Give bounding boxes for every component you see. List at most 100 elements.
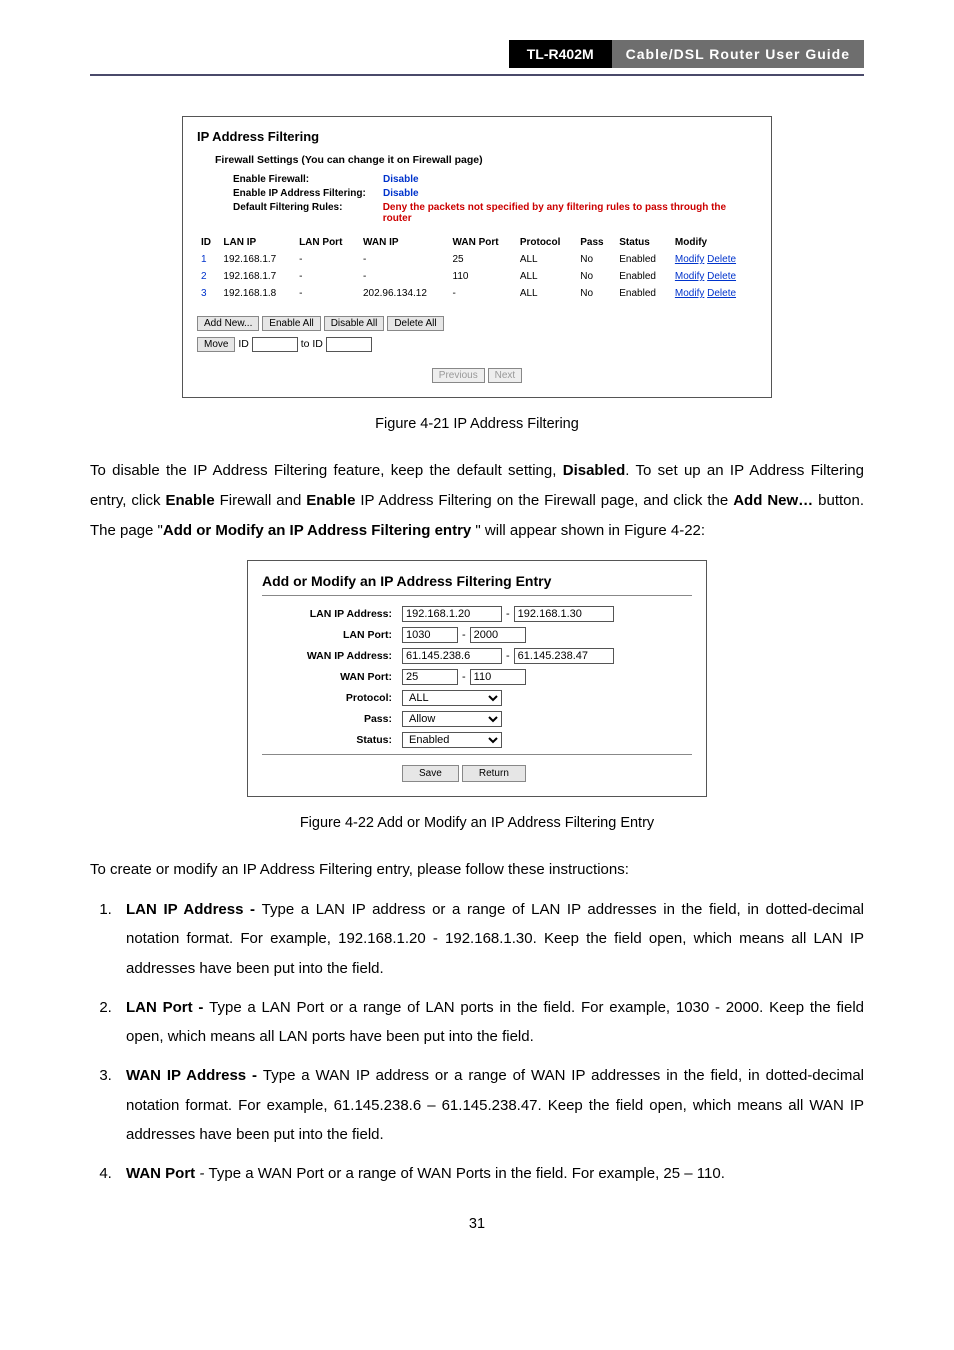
header-bar: TL-R402M Cable/DSL Router User Guide	[90, 40, 864, 68]
para1-t3: Firewall and	[215, 492, 307, 509]
col-wan-port: WAN Port	[449, 234, 516, 251]
cell-lan-port: -	[295, 285, 359, 302]
fig2-button-row: Save Return	[402, 765, 692, 782]
instruction-item-4: WAN Port - Type a WAN Port or a range of…	[116, 1159, 864, 1188]
instructions-intro: To create or modify an IP Address Filter…	[90, 855, 864, 885]
lan-port-label: LAN Port:	[262, 629, 402, 641]
cell-id: 1	[197, 251, 219, 268]
lan-ip-start-input[interactable]	[402, 606, 502, 622]
cell-modify: Modify Delete	[671, 251, 757, 268]
modify-link[interactable]: Modify	[675, 288, 704, 299]
delete-link[interactable]: Delete	[707, 254, 736, 265]
fw-default-rules-value: Deny the packets not specified by any fi…	[383, 202, 757, 224]
cell-wan-ip: 202.96.134.12	[359, 285, 449, 302]
fw-enable-ipf-label: Enable IP Address Filtering:	[233, 188, 383, 199]
col-id: ID	[197, 234, 219, 251]
figure-add-modify-entry: Add or Modify an IP Address Filtering En…	[247, 560, 707, 797]
cell-status: Enabled	[615, 268, 671, 285]
delete-link[interactable]: Delete	[707, 288, 736, 299]
cell-pass: No	[576, 268, 615, 285]
lan-ip-end-input[interactable]	[514, 606, 614, 622]
move-id-label: ID	[238, 338, 251, 350]
move-to-input[interactable]	[326, 337, 372, 352]
cell-lan-port: -	[295, 251, 359, 268]
table-row: 2 192.168.1.7 - - 110 ALL No Enabled Mod…	[197, 268, 757, 285]
col-modify: Modify	[671, 234, 757, 251]
fig1-buttons-row1: Add New... Enable All Disable All Delete…	[197, 316, 757, 331]
i4-label: WAN Port	[126, 1165, 199, 1182]
dash: -	[506, 608, 510, 620]
wan-port-label: WAN Port:	[262, 671, 402, 683]
wan-port-end-input[interactable]	[470, 669, 526, 685]
cell-lan-ip: 192.168.1.7	[219, 268, 295, 285]
cell-protocol: ALL	[516, 251, 576, 268]
para1-b2: Enable	[165, 492, 214, 509]
cell-status: Enabled	[615, 251, 671, 268]
fig1-fw-caption: Firewall Settings (You can change it on …	[215, 154, 757, 166]
lan-port-end-input[interactable]	[470, 627, 526, 643]
para1-t6: " will appear shown in Figure 4-22:	[471, 522, 705, 539]
lan-ip-label: LAN IP Address:	[262, 608, 402, 620]
filter-table: ID LAN IP LAN Port WAN IP WAN Port Proto…	[197, 234, 757, 302]
delete-link[interactable]: Delete	[707, 271, 736, 282]
cell-id: 2	[197, 268, 219, 285]
instruction-item-3: WAN IP Address - Type a WAN IP address o…	[116, 1061, 864, 1149]
modify-link[interactable]: Modify	[675, 254, 704, 265]
protocol-label: Protocol:	[262, 692, 402, 704]
protocol-select[interactable]: ALL	[402, 690, 502, 706]
page-container: TL-R402M Cable/DSL Router User Guide IP …	[0, 0, 954, 1262]
move-to-id-label: to ID	[301, 338, 323, 350]
para1-b3: Enable	[306, 492, 355, 509]
fig2-caption: Figure 4-22 Add or Modify an IP Address …	[90, 815, 864, 831]
fw-default-rules-label: Default Filtering Rules:	[233, 202, 383, 224]
para1-t4: IP Address Filtering on the Firewall pag…	[355, 492, 733, 509]
modify-link[interactable]: Modify	[675, 271, 704, 282]
wan-ip-label: WAN IP Address:	[262, 650, 402, 662]
cell-protocol: ALL	[516, 268, 576, 285]
i2-text: Type a LAN Port or a range of LAN ports …	[126, 999, 864, 1045]
enable-all-button[interactable]: Enable All	[262, 316, 320, 331]
fw-enable-ipf-value: Disable	[383, 188, 419, 199]
fig1-buttons-row2: Move ID to ID	[197, 337, 757, 352]
col-lan-ip: LAN IP	[219, 234, 295, 251]
move-from-input[interactable]	[252, 337, 298, 352]
move-button[interactable]: Move	[197, 337, 235, 352]
figure-ip-filtering: IP Address Filtering Firewall Settings (…	[182, 116, 772, 398]
wan-ip-end-input[interactable]	[514, 648, 614, 664]
i3-label: WAN IP Address -	[126, 1067, 263, 1084]
table-row: 3 192.168.1.8 - 202.96.134.12 - ALL No E…	[197, 285, 757, 302]
dash: -	[462, 671, 466, 683]
cell-modify: Modify Delete	[671, 285, 757, 302]
cell-id: 3	[197, 285, 219, 302]
fig2-rule-bottom	[262, 754, 692, 755]
lan-port-start-input[interactable]	[402, 627, 458, 643]
fw-settings: Enable Firewall: Disable Enable IP Addre…	[233, 174, 757, 224]
col-protocol: Protocol	[516, 234, 576, 251]
pass-label: Pass:	[262, 713, 402, 725]
i4-text: Type a WAN Port or a range of WAN Ports …	[209, 1165, 725, 1182]
wan-port-start-input[interactable]	[402, 669, 458, 685]
cell-wan-ip: -	[359, 251, 449, 268]
return-button[interactable]: Return	[462, 765, 526, 782]
i4-dash: -	[199, 1165, 208, 1182]
status-select[interactable]: Enabled	[402, 732, 502, 748]
save-button[interactable]: Save	[402, 765, 459, 782]
i1-label: LAN IP Address -	[126, 901, 262, 918]
header-rule	[90, 74, 864, 76]
previous-button[interactable]: Previous	[432, 368, 485, 383]
col-lan-port: LAN Port	[295, 234, 359, 251]
pass-select[interactable]: Allow	[402, 711, 502, 727]
col-status: Status	[615, 234, 671, 251]
para1-b1: Disabled	[563, 462, 626, 479]
instruction-item-1: LAN IP Address - Type a LAN IP address o…	[116, 895, 864, 983]
wan-ip-start-input[interactable]	[402, 648, 502, 664]
status-label: Status:	[262, 734, 402, 746]
next-button[interactable]: Next	[488, 368, 523, 383]
disable-all-button[interactable]: Disable All	[324, 316, 385, 331]
cell-lan-ip: 192.168.1.8	[219, 285, 295, 302]
dash: -	[506, 650, 510, 662]
fig1-nav-row: Previous Next	[197, 368, 757, 383]
add-new-button[interactable]: Add New...	[197, 316, 259, 331]
cell-pass: No	[576, 285, 615, 302]
delete-all-button[interactable]: Delete All	[387, 316, 443, 331]
